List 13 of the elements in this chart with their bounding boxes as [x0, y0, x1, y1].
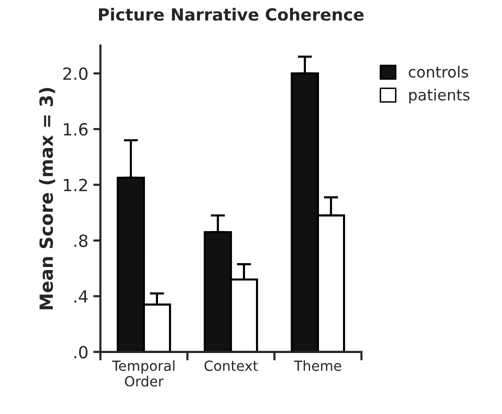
- y-tick-label: 2.0: [63, 67, 88, 80]
- x-tick-label: Theme: [294, 360, 342, 371]
- y-axis-title: Mean Score (max = 3): [39, 88, 56, 310]
- y-tick-label: .4: [74, 290, 88, 303]
- y-tick-label: .8: [74, 234, 88, 248]
- y-tick-label: .0: [74, 346, 88, 358]
- legend-label: patients: [409, 88, 470, 104]
- chart-title: Picture Narrative Coherence: [98, 8, 364, 21]
- legend-label: controls: [408, 66, 468, 78]
- x-tick-label: Temporal Order: [112, 360, 174, 387]
- y-tick-label: 1.2: [64, 178, 87, 192]
- y-tick-label: 1.6: [64, 123, 88, 136]
- x-tick-label: Context: [204, 360, 258, 371]
